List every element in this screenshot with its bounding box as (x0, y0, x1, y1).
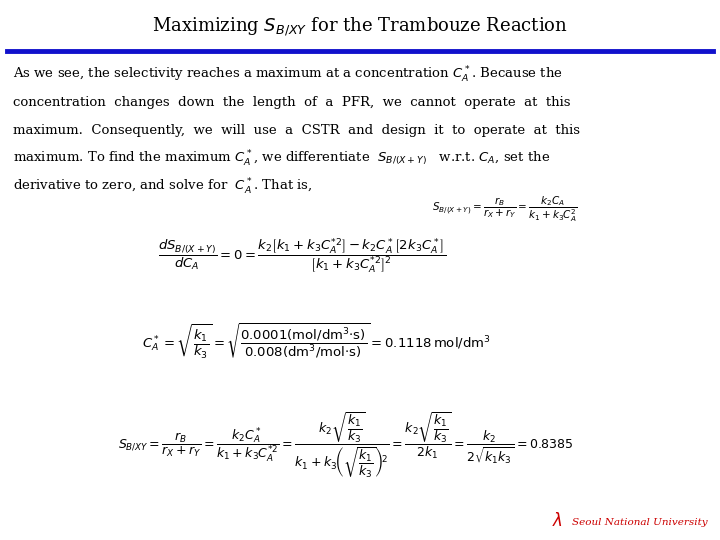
Text: maximum. To find the maximum $C^*_A$, we differentiate  $S_{B/(X+Y)}$   w.r.t. $: maximum. To find the maximum $C^*_A$, we… (13, 148, 550, 169)
Text: $\dfrac{dS_{B/(X+Y)}}{dC_A} = 0 = \dfrac{k_2\left[k_1+k_3C_A^{*2}\right]-k_2C_A^: $\dfrac{dS_{B/(X+Y)}}{dC_A} = 0 = \dfrac… (158, 236, 446, 275)
Text: $\lambda$: $\lambda$ (552, 512, 563, 530)
Text: $S_{B/XY} = \dfrac{r_B}{r_X+r_Y} = \dfrac{k_2 C^*_A}{k_1+k_3 C_A^{*2}} = \dfrac{: $S_{B/XY} = \dfrac{r_B}{r_X+r_Y} = \dfra… (118, 410, 573, 481)
Text: $S_{B/(X+Y)} = \dfrac{r_B}{r_X+r_Y} = \dfrac{k_2 C_A}{k_1+k_3 C_A^2}$: $S_{B/(X+Y)} = \dfrac{r_B}{r_X+r_Y} = \d… (432, 194, 578, 224)
Text: concentration  changes  down  the  length  of  a  PFR,  we  cannot  operate  at : concentration changes down the length of… (13, 96, 570, 109)
Text: $C^*_A = \sqrt{\dfrac{k_1}{k_3}} = \sqrt{\dfrac{0.0001(\mathrm{mol/dm}^3{\cdot}\: $C^*_A = \sqrt{\dfrac{k_1}{k_3}} = \sqrt… (143, 322, 491, 361)
Text: maximum.  Consequently,  we  will  use  a  CSTR  and  design  it  to  operate  a: maximum. Consequently, we will use a CST… (13, 124, 580, 137)
Text: As we see, the selectivity reaches a maximum at a concentration $C^*_A$. Because: As we see, the selectivity reaches a max… (13, 64, 563, 85)
Text: Maximizing $S_{B/XY}$ for the Trambouze Reaction: Maximizing $S_{B/XY}$ for the Trambouze … (152, 16, 568, 38)
Text: derivative to zero, and solve for  $C^*_A$. That is,: derivative to zero, and solve for $C^*_A… (13, 177, 312, 197)
Text: Seoul National University: Seoul National University (572, 518, 708, 526)
